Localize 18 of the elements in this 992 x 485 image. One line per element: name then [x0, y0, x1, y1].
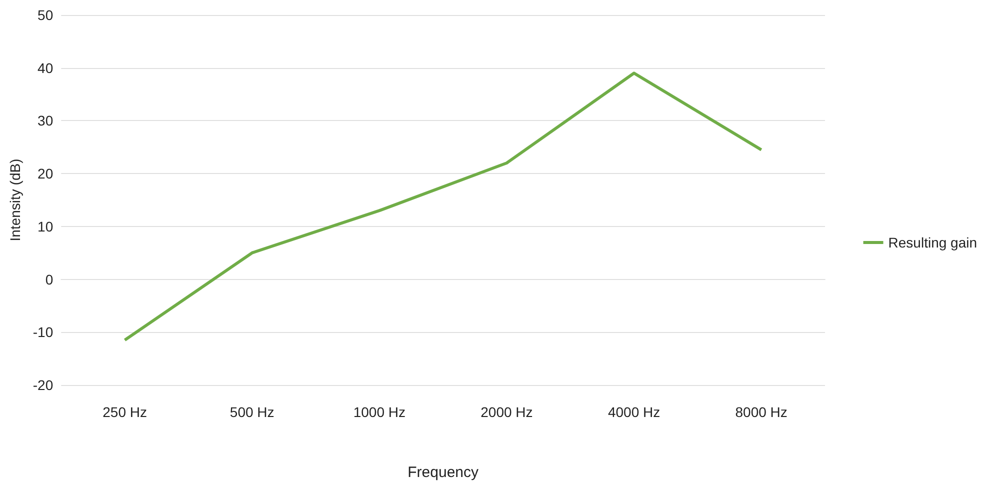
x-tick-label: 8000 Hz: [735, 404, 788, 420]
y-tick-label: 40: [38, 60, 54, 76]
y-tick-label: 10: [38, 218, 54, 234]
x-tick-label: 4000 Hz: [608, 404, 660, 420]
y-tick-label: -10: [32, 324, 54, 340]
x-tick-label: 2000 Hz: [480, 404, 533, 420]
legend-label: Resulting gain: [888, 234, 978, 250]
y-axis-title: Intensity (dB): [7, 158, 23, 242]
y-tick-label: 0: [45, 271, 54, 288]
x-tick-label: 250 Hz: [102, 404, 147, 420]
x-tick-label: 500 Hz: [230, 404, 274, 420]
y-tick-label: 30: [38, 112, 54, 129]
y-tick-label: 20: [38, 166, 54, 182]
x-axis-title: Frequency: [408, 464, 479, 481]
x-tick-label: 1000 Hz: [353, 404, 406, 420]
y-tick-label: -20: [32, 377, 54, 393]
y-tick-label: 50: [38, 7, 54, 23]
line-series: [123, 72, 763, 342]
